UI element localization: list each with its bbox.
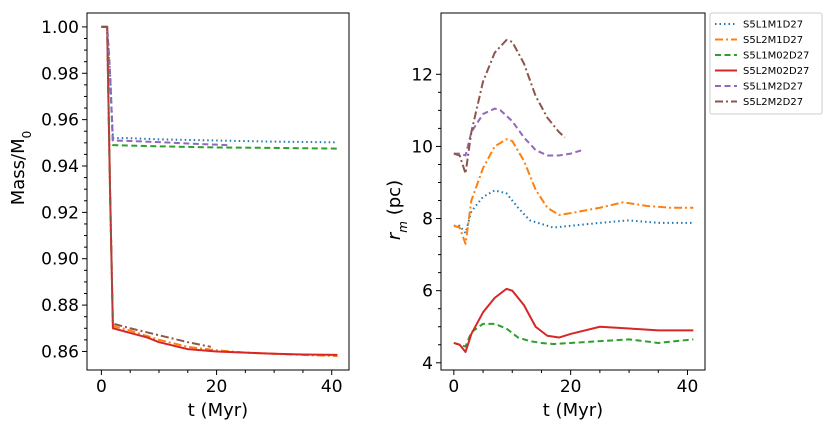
series-line-s5l2m02d27: [453, 287, 694, 353]
legend-box: [709, 12, 823, 115]
x-tick-label: 40: [321, 377, 343, 397]
x-tick-label: 0: [448, 377, 459, 397]
series-line-s5l2m1d27: [453, 138, 694, 245]
y-tick-label: 0.86: [41, 342, 79, 362]
x-tick-label: 20: [206, 377, 228, 397]
y-tick-label: 12: [411, 65, 433, 85]
legend-label-s5l1m2d27: S5L1M2D27: [743, 82, 803, 93]
y-tick-label: 10: [411, 137, 433, 157]
legend-label-s5l2m02d27: S5L2M02D27: [743, 66, 809, 77]
x-axis-label: t (Myr): [188, 400, 248, 421]
x-tick-label: 40: [677, 377, 699, 397]
y-axis-label: rm (pc): [384, 180, 410, 240]
legend-label-s5l1m1d27: S5L1M1D27: [743, 20, 803, 31]
x-axis-label: t (Myr): [543, 400, 603, 421]
series-line-s5l1m1d27: [453, 189, 694, 234]
y-axis-label-subscript: 0: [20, 131, 34, 139]
y-tick-label: 6: [422, 282, 433, 302]
y-tick-label: 8: [422, 210, 433, 230]
right-panel: 0 20 40 4 6 8 10 12 t (Myr) rm (pc): [384, 12, 706, 421]
x-tick-label: 20: [560, 377, 582, 397]
series-line-s5l1m1d27: [101, 25, 338, 144]
legend: S5L1M1D27 S5L2M1D27 S5L1M02D27 S5L2M02D27 S5…: [709, 12, 823, 115]
legend-label-s5l2m2d27: S5L2M2D27: [743, 97, 803, 108]
legend-label-s5l1m02d27: S5L1M02D27: [743, 51, 809, 62]
series-line-s5l1m02d27: [453, 322, 694, 348]
x-tick-label: 0: [96, 377, 107, 397]
left-panel: 0 20 40 1.00 0.98 0.96 0.94 0.92 0.90 0.88 0.86 t (…: [8, 12, 350, 421]
axes-frame: [86, 12, 350, 371]
series-line-s5l1m02d27: [101, 25, 338, 150]
series-line-s5l2m2d27: [453, 39, 566, 175]
y-tick-label: 0.98: [41, 64, 79, 84]
y-tick-label: 0.92: [41, 203, 79, 223]
series-line-s5l1m2d27: [101, 25, 229, 147]
series-line-s5l2m02d27: [101, 25, 338, 356]
axes-frame: [440, 12, 706, 371]
series-line-s5l2m2d27: [101, 25, 211, 348]
y-tick-label: 0.96: [41, 111, 79, 131]
series-line-s5l1m2d27: [453, 107, 583, 157]
y-axis-label-subscript: m: [396, 221, 410, 233]
y-tick-label: 1.00: [41, 18, 79, 38]
y-tick-label: 0.90: [41, 250, 79, 270]
series-line-s5l2m1d27: [101, 25, 338, 358]
y-tick-label: 0.94: [41, 157, 79, 177]
legend-label-s5l2m1d27: S5L2M1D27: [743, 35, 803, 46]
y-tick-label: 4: [422, 354, 433, 374]
y-tick-label: 0.88: [41, 296, 79, 316]
y-axis-label: Mass/M0: [8, 131, 34, 206]
